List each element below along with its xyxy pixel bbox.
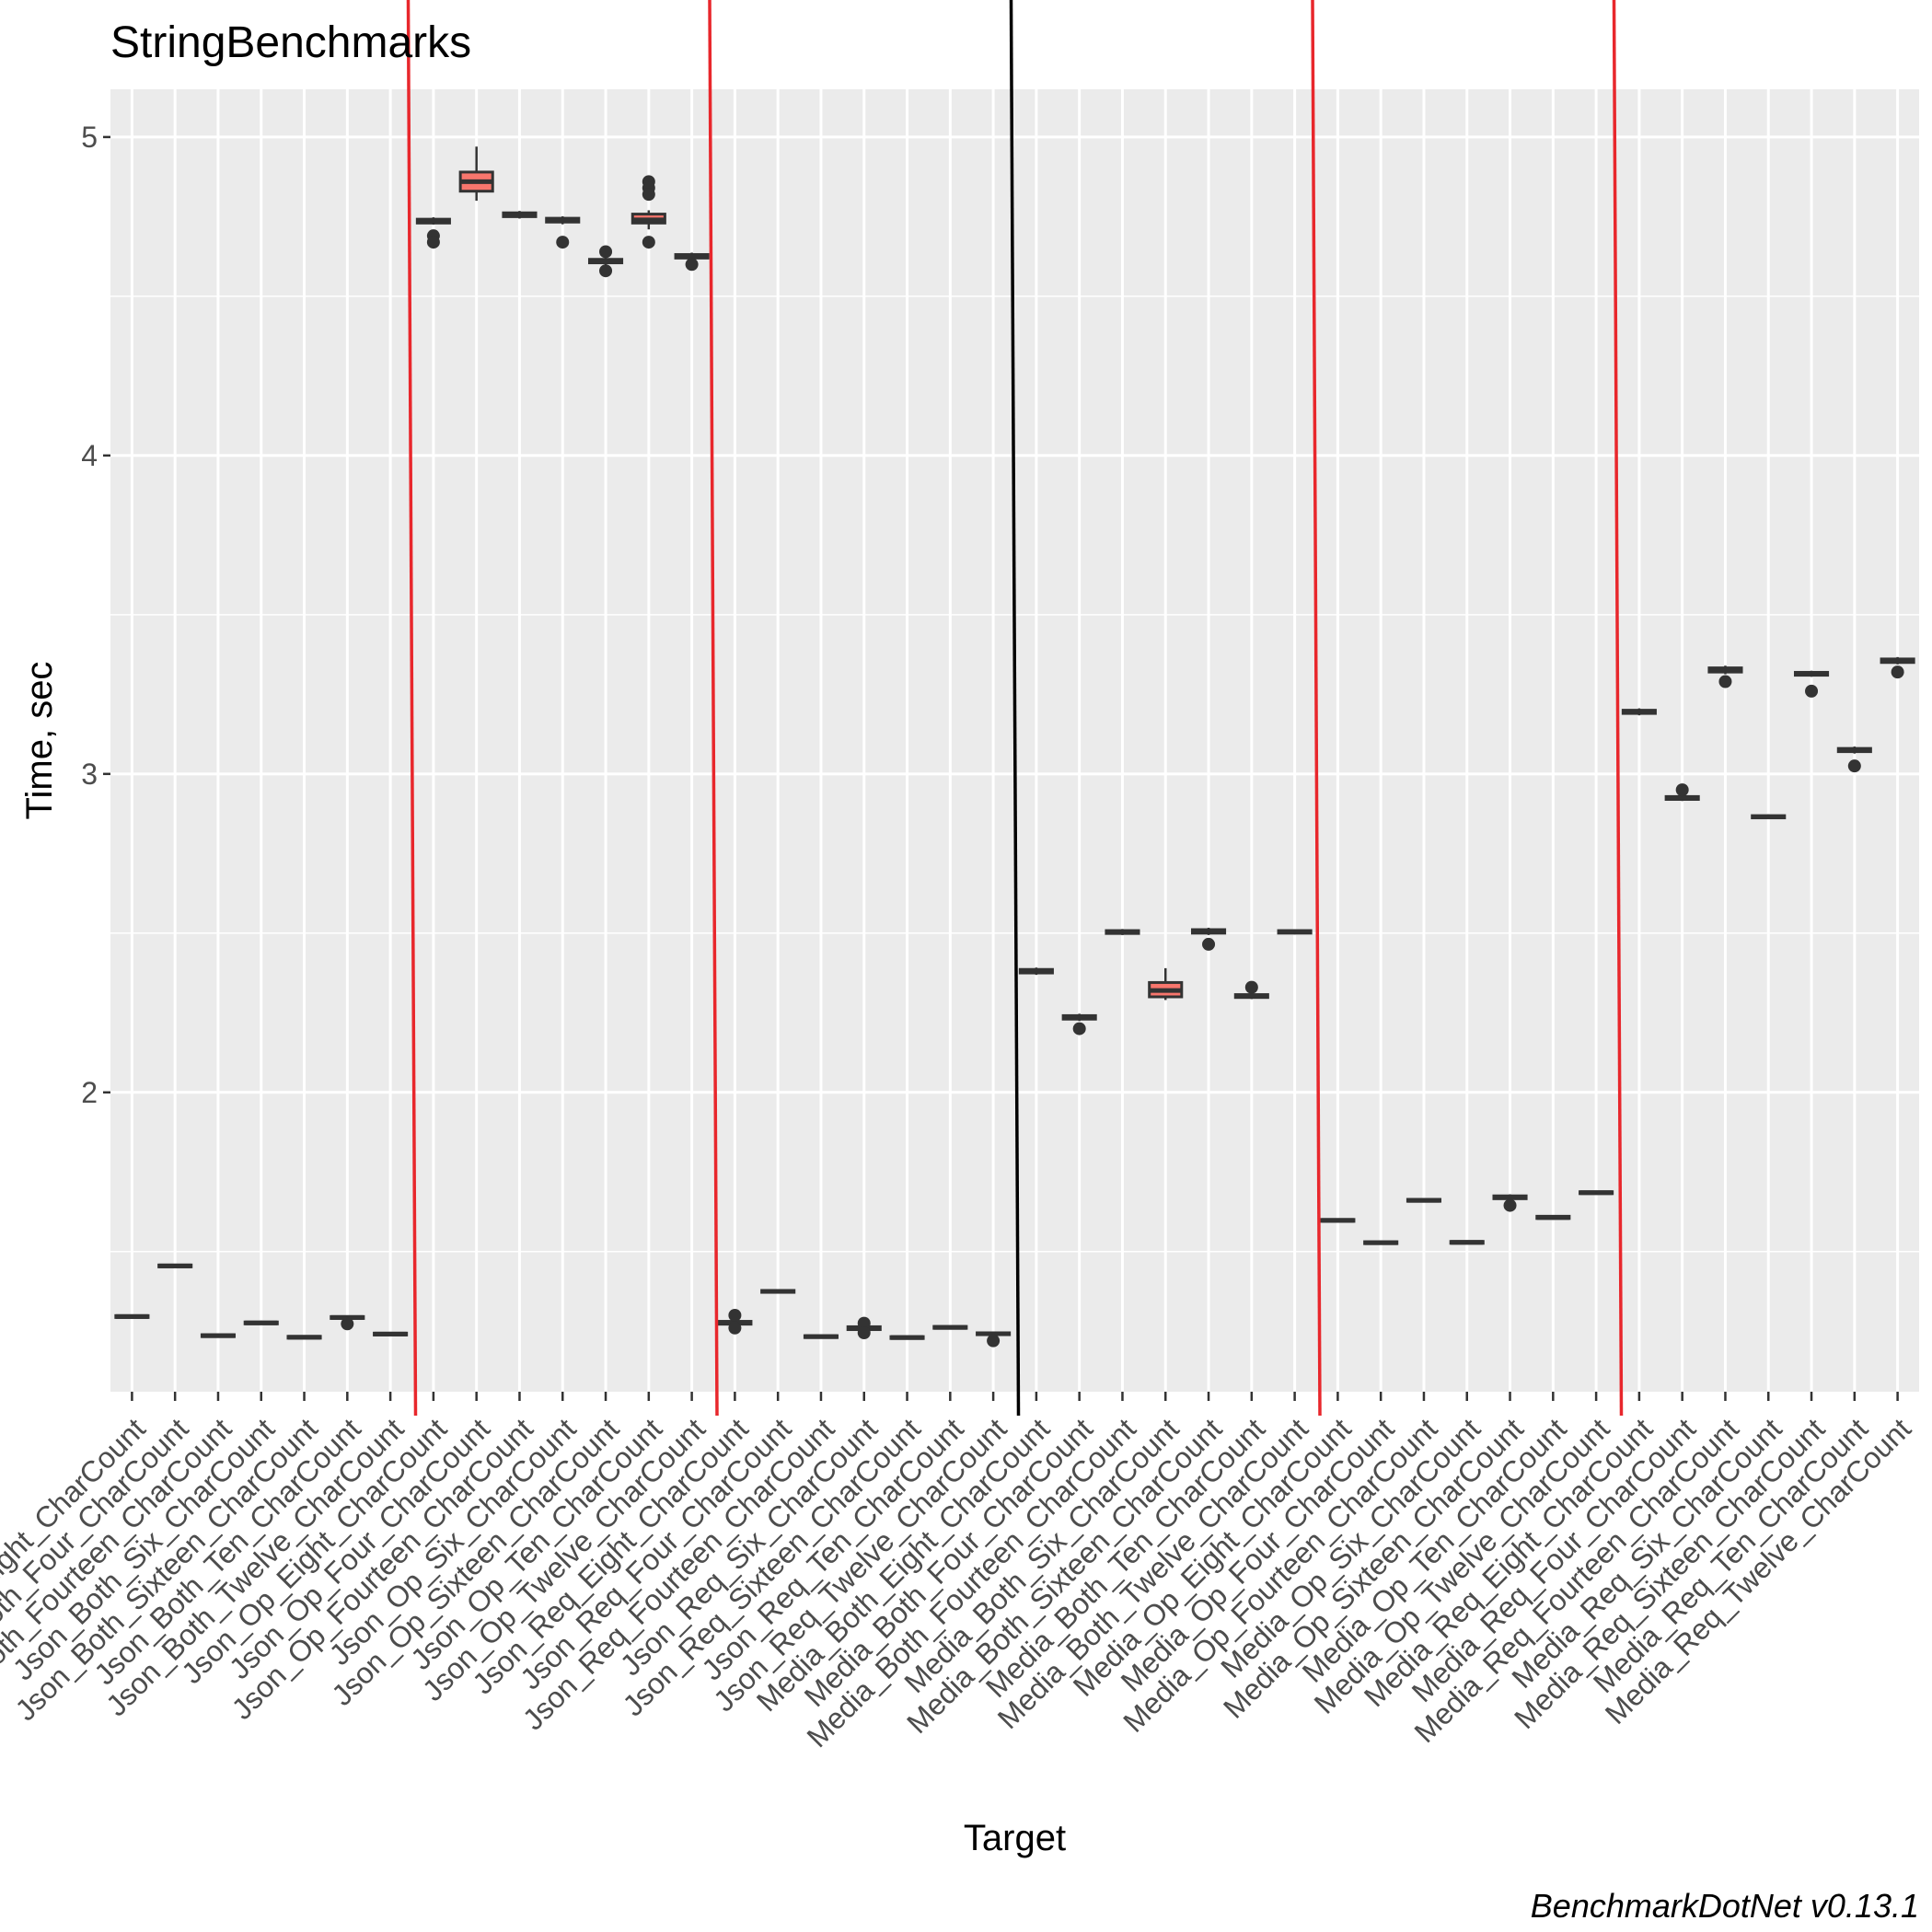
separator-line — [406, 0, 418, 1417]
box-outlier — [642, 236, 655, 249]
separator-line — [708, 0, 719, 1417]
box-Media_Req_Sixteen_CharCount — [1793, 670, 1830, 698]
box-Media_Both_Ten_CharCount — [1233, 980, 1269, 1000]
box-outlier — [857, 1316, 871, 1330]
box-outlier — [599, 245, 613, 259]
box-outlier — [1805, 684, 1819, 698]
box-outlier — [728, 1308, 742, 1322]
box-outlier — [728, 1321, 742, 1335]
box-Json_Both_Eight_CharCount — [114, 1313, 150, 1319]
separator-line — [1612, 0, 1624, 1417]
box-Media_Both_Sixteen_CharCount — [1190, 927, 1227, 951]
box-Json_Both_Six_CharCount — [243, 1320, 279, 1325]
box-outlier — [1718, 675, 1732, 688]
box-Media_Req_Ten_CharCount — [1836, 746, 1872, 773]
separator-line — [1311, 0, 1322, 1417]
box-outlier — [1847, 759, 1861, 773]
box-Media_Req_Twelve_CharCount — [1880, 656, 1915, 679]
box-Media_Op_Sixteen_CharCount — [1492, 1194, 1528, 1212]
separator-line — [1009, 0, 1021, 1417]
box-outlier — [1891, 665, 1904, 679]
y-tick-label: 3 — [81, 758, 98, 791]
box-outlier — [1072, 1022, 1086, 1035]
y-axis-title: Time, sec — [19, 662, 60, 820]
x-axis: Json_Both_Eight_CharCountJson_Both_Four_… — [0, 1392, 1917, 1753]
box-Json_Req_Sixteen_CharCount — [889, 1335, 925, 1340]
boxes-layer — [114, 146, 1915, 1348]
box-Media_Op_Fourteen_CharCount — [1406, 1197, 1442, 1203]
box-Json_Req_Eight_CharCount — [717, 1308, 753, 1335]
box-outlier — [341, 1317, 354, 1331]
box-Media_Op_Six_CharCount — [1449, 1240, 1485, 1245]
y-tick-label: 4 — [81, 439, 98, 472]
box-outlier — [685, 258, 699, 272]
x-axis-title: Target — [964, 1818, 1066, 1858]
box-Json_Req_Fourteen_CharCount — [803, 1334, 839, 1339]
chart-title: StringBenchmarks — [110, 18, 471, 67]
box-outlier — [1503, 1198, 1517, 1212]
box-Media_Op_Eight_CharCount — [1320, 1218, 1356, 1223]
y-tick-label: 5 — [81, 121, 98, 154]
box-Json_Op_Ten_CharCount — [631, 175, 666, 249]
box-Json_Op_Sixteen_CharCount — [587, 245, 624, 278]
y-tick-label: 2 — [81, 1076, 98, 1109]
box-Media_Op_Four_CharCount — [1363, 1240, 1399, 1245]
box-outlier — [599, 264, 613, 278]
box-Media_Both_Fourteen_CharCount — [1105, 929, 1140, 935]
box-Media_Both_Twelve_CharCount — [1277, 929, 1313, 935]
box-outlier — [642, 188, 655, 202]
box-Json_Op_Twelve_CharCount — [674, 252, 710, 272]
box-outlier — [426, 236, 440, 249]
box-Json_Both_Twelve_CharCount — [373, 1331, 409, 1336]
separator-lines — [406, 0, 1624, 1417]
box-Media_Req_Eight_CharCount — [1621, 708, 1657, 716]
chart-caption: BenchmarkDotNet v0.13.1 — [1531, 1887, 1919, 1925]
box-Json_Op_Four_CharCount — [458, 146, 494, 202]
box-Json_Op_Six_CharCount — [545, 216, 581, 249]
box-Media_Op_Twelve_CharCount — [1579, 1190, 1614, 1196]
box-outlier — [987, 1334, 1001, 1348]
box-Json_Both_Ten_CharCount — [330, 1314, 365, 1331]
box-Json_Both_Four_CharCount — [157, 1263, 193, 1268]
box-Media_Both_Four_CharCount — [1061, 1013, 1097, 1035]
box-Json_Both_Sixteen_CharCount — [286, 1335, 322, 1340]
box-Media_Both_Six_CharCount — [1148, 967, 1184, 1001]
box-Media_Both_Eight_CharCount — [1018, 967, 1054, 976]
box-outlier — [857, 1325, 871, 1339]
box-Json_Req_Twelve_CharCount — [976, 1331, 1012, 1348]
box-Json_Both_Fourteen_CharCount — [200, 1333, 237, 1338]
y-axis: 2 3 4 5 — [81, 121, 110, 1109]
box-Json_Req_Six_CharCount — [846, 1316, 882, 1339]
box-outlier — [1202, 937, 1216, 951]
box-Json_Op_Eight_CharCount — [415, 217, 451, 249]
box-Media_Req_Six_CharCount — [1751, 814, 1787, 820]
box-Media_Req_Four_CharCount — [1664, 783, 1700, 802]
box-outlier — [1244, 980, 1258, 994]
box-Json_Req_Four_CharCount — [760, 1289, 796, 1294]
box-outlier — [1675, 783, 1689, 797]
box-Media_Req_Fourteen_CharCount — [1707, 665, 1743, 688]
box-Json_Req_Ten_CharCount — [932, 1325, 968, 1330]
box-Json_Op_Fourteen_CharCount — [502, 211, 538, 219]
box-Media_Op_Ten_CharCount — [1535, 1214, 1571, 1221]
box-outlier — [556, 236, 570, 249]
major-gridlines — [110, 89, 1919, 1392]
